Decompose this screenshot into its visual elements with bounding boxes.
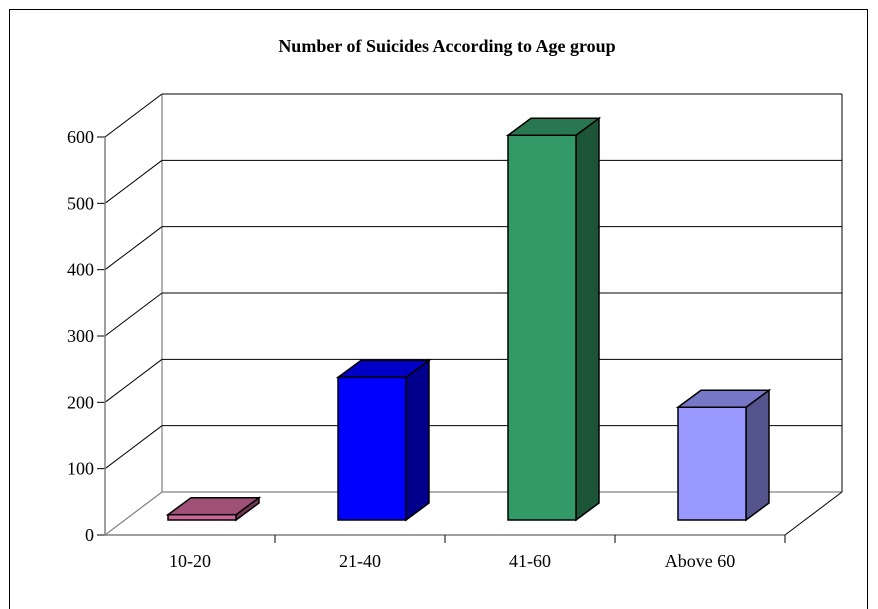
bar-front: [167, 513, 237, 521]
y-tick-label: 100: [67, 459, 94, 479]
bar-side: [405, 358, 430, 522]
y-tick-label: 500: [67, 193, 94, 213]
x-tick-label: 41-60: [509, 551, 551, 571]
gridline-diagonal: [104, 425, 163, 470]
bar-side: [745, 388, 770, 522]
y-tick-label: 600: [67, 127, 94, 147]
bar-41-60: [505, 116, 602, 522]
bar-10-20: [165, 496, 262, 522]
y-tick-label: 300: [67, 326, 94, 346]
chart: Number of Suicides According to Age grou…: [67, 36, 843, 571]
gridline-diagonal: [104, 226, 163, 271]
gridline-diagonal: [104, 93, 163, 138]
chart-title: Number of Suicides According to Age grou…: [278, 36, 615, 56]
gridline-diagonal: [104, 292, 163, 337]
chart-frame: [9, 9, 868, 609]
x-tick-label: 21-40: [339, 551, 381, 571]
y-tick-label: 0: [85, 525, 94, 545]
floor-left-edge: [104, 491, 163, 536]
bar-front: [337, 376, 407, 521]
bar-front: [677, 406, 747, 521]
floor-right-edge: [784, 491, 843, 536]
gridline-diagonal: [104, 159, 163, 204]
bar-front: [507, 134, 577, 521]
y-tick-label: 400: [67, 260, 94, 280]
bar-side: [575, 116, 600, 522]
x-tick-label: 10-20: [169, 551, 211, 571]
y-tick-label: 200: [67, 392, 94, 412]
bar-above-60: [675, 388, 772, 522]
bar-21-40: [335, 358, 432, 522]
x-tick-label: Above 60: [665, 551, 736, 571]
gridline-diagonal: [104, 358, 163, 403]
